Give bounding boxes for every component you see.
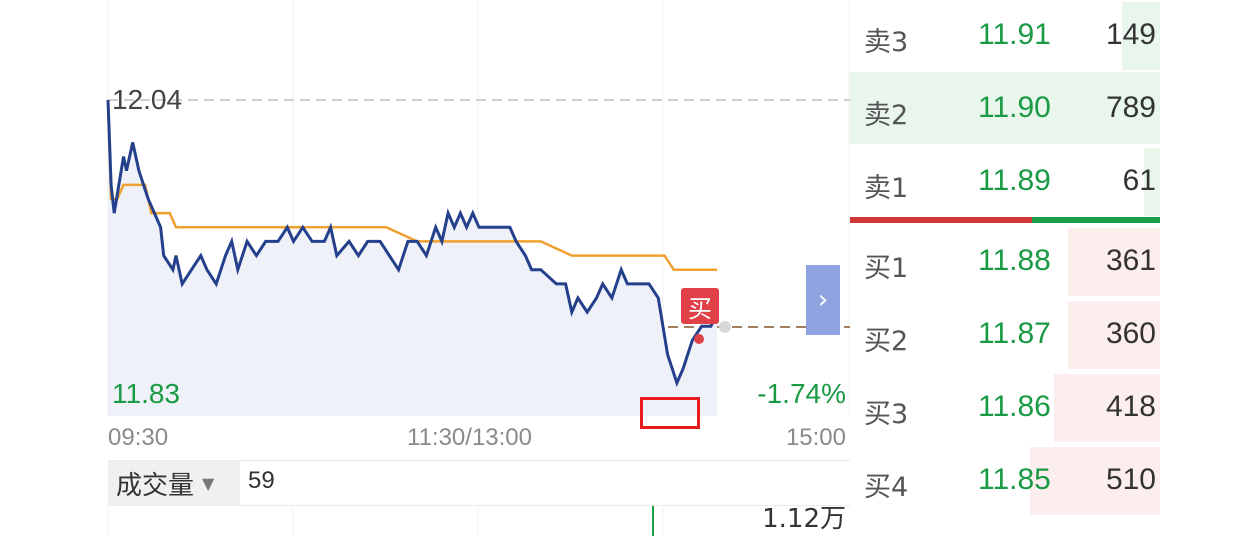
order-book: 卖3 11.91 149 卖2 11.90 789 卖1 11.89 61 买1 11.88 361… [850,0,1160,536]
time-close-label: 15:00 [785,424,846,451]
bid-price: 11.88 [978,244,1051,277]
change-percent-label: -1.74% [757,378,846,409]
ask-level-label: 卖1 [864,173,909,204]
bid-depth-bar [1068,228,1160,296]
divider-ask-segment [1032,217,1160,223]
ask-price: 11.89 [978,164,1051,197]
ask-price: 11.90 [978,91,1051,124]
ask-level-label: 卖3 [864,27,909,58]
chart-canvas [106,0,850,536]
volume-indicator-selector[interactable]: 成交量 ▼ [108,461,240,505]
ask-depth-bar [1144,148,1160,216]
ask-level-label: 卖2 [864,100,909,131]
bid-level-label: 买2 [864,326,909,357]
bid-depth-bar [1068,301,1160,369]
chevron-right-icon: › [817,285,829,315]
intraday-chart[interactable]: 12.04 11.83 -1.74% 09:30 11:30/13:00 15:… [0,0,850,536]
bid-volume: 510 [1105,463,1156,496]
expand-button[interactable]: › [806,265,840,335]
ask-volume: 789 [1105,91,1156,124]
ask-depth-bar [1122,2,1160,70]
volume-selector-label: 成交量 [116,470,195,501]
price-area-fill [108,100,718,416]
buy-badge[interactable]: 买 [681,288,719,324]
bid-price: 11.87 [978,317,1051,350]
ask-price: 11.91 [978,18,1051,51]
order-book-divider [850,217,1160,223]
ask-row[interactable]: 卖1 11.89 61 [850,146,1160,218]
ask-row[interactable]: 卖3 11.91 149 [850,0,1160,72]
bid-row[interactable]: 买2 11.87 360 [850,299,1160,371]
ask-volume: 61 [1122,164,1156,197]
bid-price: 11.86 [978,390,1051,423]
volume-value: 59 [248,467,275,494]
low-price-label: 11.83 [112,378,180,409]
divider-bid-segment [850,217,1032,223]
bid-volume: 418 [1105,390,1156,423]
time-open-label: 09:30 [108,424,169,451]
price-line [106,99,719,388]
bid-volume: 361 [1105,244,1156,277]
bid-depth-bar [1030,447,1160,515]
last-price-dot [719,321,731,333]
bid-row[interactable]: 买4 11.85 510 [850,445,1160,517]
bid-row[interactable]: 买3 11.86 418 [850,372,1160,444]
bid-price: 11.85 [978,463,1051,496]
ask-row[interactable]: 卖2 11.90 789 [850,73,1160,145]
caret-down-icon: ▼ [202,473,215,493]
volume-bar: 成交量 ▼ 59 [108,460,850,506]
volume-max-label: 1.12万 [762,504,846,534]
buy-marker-dot [694,334,704,344]
bid-level-label: 买3 [864,399,909,430]
bid-depth-bar [1054,374,1160,442]
ask-volume: 149 [1105,18,1156,51]
bid-volume: 360 [1105,317,1156,350]
highlight-box [640,397,700,429]
bid-row[interactable]: 买1 11.88 361 [850,226,1160,298]
high-price-label: 12.04 [112,84,183,115]
average-price-line [106,99,718,271]
bid-level-label: 买1 [864,253,909,284]
ask-depth-bar [960,75,1160,143]
time-mid-label: 11:30/13:00 [407,424,533,451]
bid-level-label: 买4 [864,472,909,503]
